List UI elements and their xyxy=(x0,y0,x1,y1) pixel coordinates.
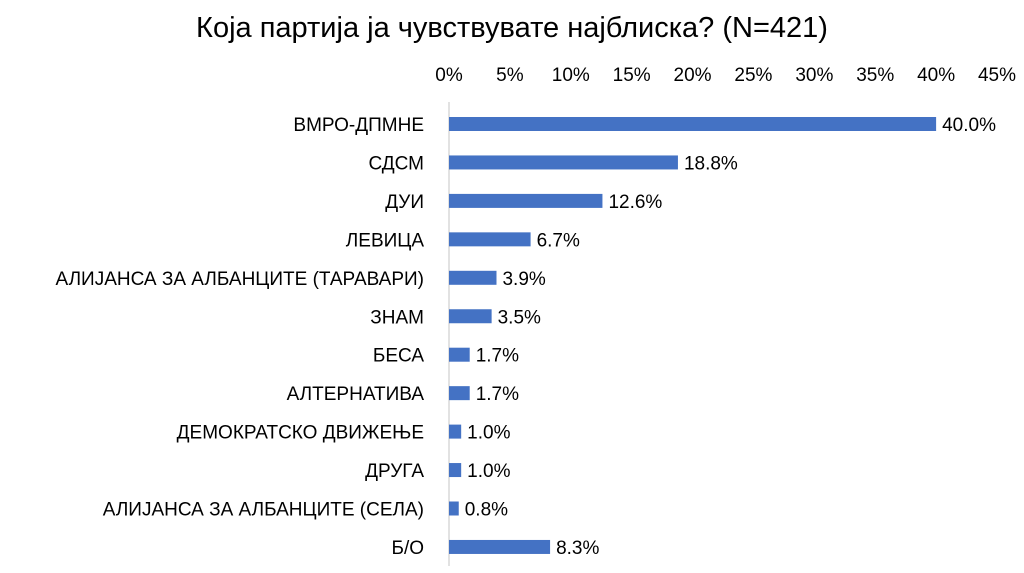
x-tick-label: 20% xyxy=(674,65,712,86)
x-tick-label: 5% xyxy=(496,65,524,86)
category-label: ДРУГА xyxy=(365,461,424,482)
category-label: ВМРО-ДПМНЕ xyxy=(293,115,424,136)
category-label: ДУИ xyxy=(385,192,424,213)
bar xyxy=(449,501,459,516)
bar xyxy=(449,309,492,324)
category-label: АЛТЕРНАТИВА xyxy=(287,384,425,405)
category-label: СДСМ xyxy=(368,153,424,174)
data-label: 1.0% xyxy=(467,423,510,444)
data-label: 18.8% xyxy=(684,153,738,174)
data-label: 1.7% xyxy=(476,384,519,405)
x-axis-ticks: 0% 5% 10% 15% 20% 25% 30% 35% 40% 45% xyxy=(435,65,1016,86)
bar xyxy=(449,232,531,247)
data-label: 1.0% xyxy=(467,461,510,482)
bar xyxy=(449,155,678,170)
category-label: ДЕМОКРАТСКО ДВИЖЕЊЕ xyxy=(177,423,424,444)
bar xyxy=(449,386,470,401)
data-label: 40.0% xyxy=(942,115,996,136)
bar xyxy=(449,539,551,554)
category-label: ЛЕВИЦА xyxy=(346,230,425,251)
bar xyxy=(449,193,603,208)
bar xyxy=(449,463,462,478)
data-label: 3.9% xyxy=(502,269,545,290)
data-label: 0.8% xyxy=(465,500,508,521)
category-label: АЛИЈАНСА ЗА АЛБАНЦИТЕ (ТАРАВАРИ) xyxy=(56,269,425,290)
data-label: 8.3% xyxy=(556,538,599,559)
bars: ВМРО-ДПМНЕ 40.0% СДСМ 18.8% ДУИ 12.6% ЛЕВИЦА 6.… xyxy=(56,115,997,559)
category-label: АЛИЈАНСА ЗА АЛБАНЦИТЕ (СЕЛА) xyxy=(103,500,424,521)
data-label: 1.7% xyxy=(476,346,519,367)
bar xyxy=(449,424,462,439)
data-label: 3.5% xyxy=(498,307,541,328)
category-label: Б/О xyxy=(391,538,424,559)
data-label: 12.6% xyxy=(608,192,662,213)
x-tick-label: 40% xyxy=(917,65,955,86)
x-tick-label: 25% xyxy=(734,65,772,86)
chart-title: Која партија ја чувствувате најблиска? (… xyxy=(196,12,828,44)
x-tick-label: 0% xyxy=(435,65,463,86)
x-tick-label: 35% xyxy=(856,65,894,86)
x-tick-label: 15% xyxy=(613,65,651,86)
x-tick-label: 45% xyxy=(978,65,1016,86)
category-label: ЗНАМ xyxy=(370,307,424,328)
x-tick-label: 30% xyxy=(795,65,833,86)
bar xyxy=(449,270,497,285)
bar xyxy=(449,347,470,362)
category-label: БЕСА xyxy=(373,346,424,367)
data-label: 6.7% xyxy=(537,230,580,251)
bar xyxy=(449,117,937,131)
x-tick-label: 10% xyxy=(552,65,590,86)
